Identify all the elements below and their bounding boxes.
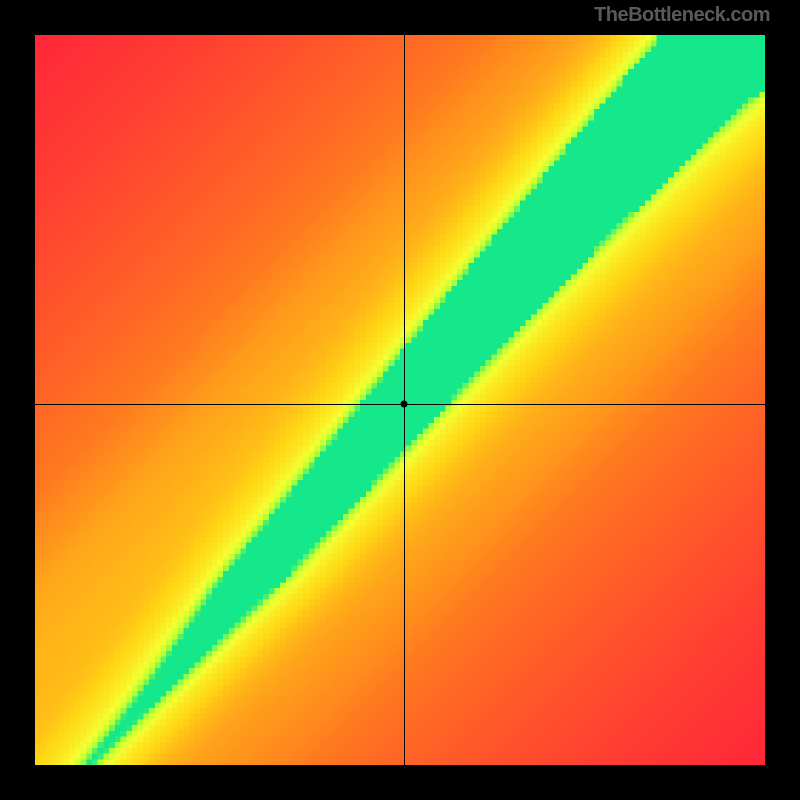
watermark-text: TheBottleneck.com (594, 4, 770, 27)
crosshair-marker-dot (400, 400, 407, 407)
heatmap-canvas (35, 35, 765, 765)
heatmap-plot-area (35, 35, 765, 765)
